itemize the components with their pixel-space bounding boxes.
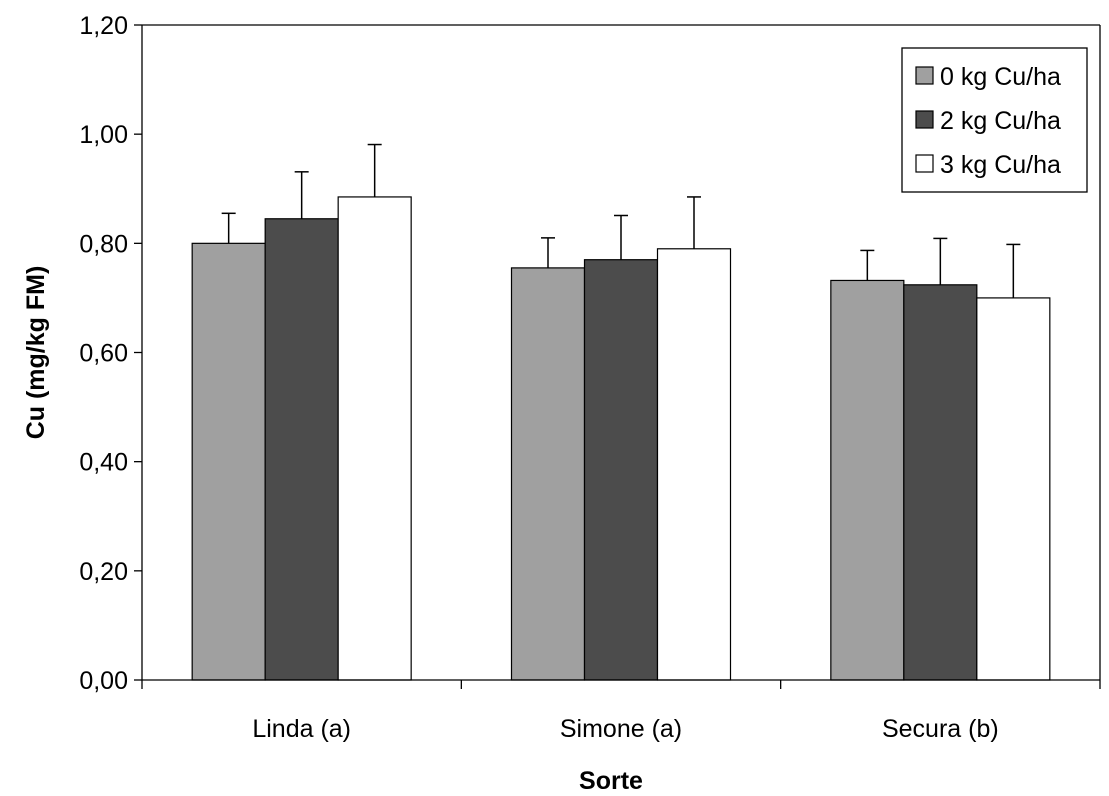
legend-swatch-0 [915,66,934,85]
bar-1-1 [583,259,659,681]
y-tick-label: 0,60 [79,340,128,368]
legend-label: 2 kg Cu/ha [940,107,1061,135]
x-axis-title: Sorte [579,767,643,795]
bar-1-2 [903,284,978,681]
x-tick-label: Simone (a) [560,715,682,743]
bar-2-2 [976,297,1051,681]
y-tick-label: 0,00 [79,667,128,695]
bar-0-2 [830,279,905,681]
y-tick-label: 0,40 [79,449,128,477]
bar-2-0 [337,196,412,681]
y-tick-label: 1,00 [79,121,128,149]
legend-swatch-1 [915,110,934,129]
bar-2-1 [656,248,732,681]
y-tick-label: 0,80 [79,230,128,258]
legend-swatch-2 [915,154,934,173]
y-tick-label: 1,20 [79,12,128,40]
y-tick-label: 0,20 [79,558,128,586]
x-tick-label: Linda (a) [252,715,351,743]
bar-0-1 [510,267,586,681]
legend-label: 3 kg Cu/ha [940,151,1061,179]
bar-0-0 [191,242,266,681]
y-axis-title: Cu (mg/kg FM) [22,266,50,440]
x-tick-label: Secura (b) [882,715,999,743]
bar-1-0 [264,218,339,681]
legend-label: 0 kg Cu/ha [940,63,1061,91]
